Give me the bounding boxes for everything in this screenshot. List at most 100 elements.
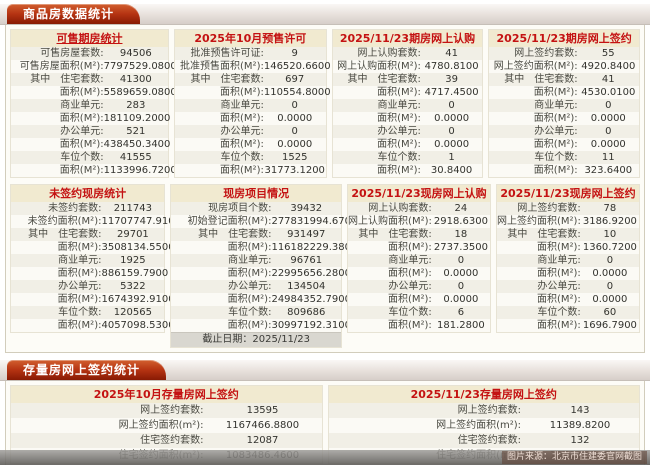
- row-label: 网上签约面积(M²):: [497, 216, 581, 227]
- data-row: 面积(M²): 30997192.3100: [171, 319, 351, 332]
- data-row: 面积(M²): 1674392.9100: [11, 293, 175, 306]
- row-label: 商业单元:: [388, 255, 432, 266]
- row-value: 931497: [287, 229, 326, 240]
- row-label: 车位个数:: [58, 307, 102, 318]
- row-value: 1674392.9100: [101, 294, 175, 305]
- row-value: 116182229.3800: [271, 242, 358, 253]
- panel-rows: 网上签约套数: 55 网上签约面积(M²): 4920.8400 其中 住宅套数: 41 面…: [489, 47, 639, 177]
- row-label: 面积(M²):: [533, 87, 578, 98]
- panel-presale-online-contract: 2025/11/23期房网上签约 网上签约套数: 55 网上签约面积(M²): 492…: [488, 29, 640, 178]
- data-row: 网上签约面积(M²): 4920.8400: [489, 60, 639, 73]
- row-value: 18: [454, 229, 468, 240]
- row-value: 181.2800: [437, 320, 485, 331]
- row-value: 11: [601, 152, 615, 163]
- row-value: 0.0000: [592, 294, 628, 305]
- data-row: 面积(M²): 1133996.7200: [11, 164, 177, 177]
- panel-rows: 网上签约套数: 78 网上签约面积(M²): 3186.9200 其中 住宅套数: 10 面…: [497, 202, 639, 332]
- row-label: 住宅签约套数:: [457, 435, 521, 446]
- data-row: 办公单元: 0: [348, 280, 491, 293]
- data-row: 面积(M²): 4717.4500: [332, 86, 483, 99]
- row-label: 面积(M²):: [59, 87, 104, 98]
- row-value: 41: [445, 48, 458, 59]
- row-label: 面积(M²):: [57, 268, 102, 279]
- row-label: 车位个数:: [377, 152, 421, 163]
- row-label: 面积(M²):: [533, 165, 578, 176]
- row-label: 办公单元:: [60, 126, 104, 137]
- data-row: 车位个数: 809686: [171, 306, 342, 319]
- data-row: 网上认购套数: 41: [332, 47, 483, 60]
- data-row: 网上认购套数: 24: [348, 202, 491, 215]
- row-label: 办公单元:: [377, 126, 421, 137]
- data-row: 面积(M²): 22995656.2800: [171, 267, 351, 280]
- row-value: 134504: [287, 281, 326, 292]
- data-row: 面积(M²): 323.6400: [489, 164, 639, 177]
- row-label: 未签约套数:: [48, 203, 102, 214]
- data-row: 办公单元: 521: [11, 125, 168, 138]
- row-label: 车位个数:: [537, 307, 581, 318]
- row-label: 办公单元:: [228, 281, 272, 292]
- panel-existing-projects: 现房项目情况 现房项目个数: 39432 初始登记面积(M²): 277831994.…: [170, 184, 358, 348]
- row-label: 面积(M²):: [377, 87, 421, 98]
- row-value: 143: [570, 405, 590, 416]
- row-value: 10: [603, 229, 617, 240]
- panel-title-stock-today: 2025/11/23存量房网上签约: [328, 386, 639, 403]
- row-label: 面积(M²):: [536, 268, 581, 279]
- data-row: 车位个数: 1525: [174, 151, 326, 164]
- row-value: 438450.3400: [103, 139, 171, 150]
- row-label: 车位个数:: [220, 152, 264, 163]
- row-label: 其中 住宅套数:: [190, 74, 264, 85]
- data-row: 车位个数: 60: [497, 306, 639, 319]
- row-label: 面积(M²):: [533, 113, 578, 124]
- row-label: 办公单元:: [220, 126, 264, 137]
- row-label: 其中 住宅套数:: [358, 229, 432, 240]
- panel-title-stock-october: 2025年10月存量房网上签约: [11, 386, 322, 403]
- data-row: 其中 住宅套数: 10: [497, 228, 639, 241]
- data-row: 面积(M²): 0.0000: [332, 138, 483, 151]
- row-value: 39: [445, 74, 458, 85]
- row-value: 29701: [116, 229, 149, 240]
- row-value: 0: [606, 281, 614, 292]
- row-label: 商业单元:: [60, 100, 104, 111]
- row-label: 网上签约面积(M²):: [493, 61, 578, 72]
- panel-rows: 可售房屋套数: 94506 可售房屋面积(M²): 7797529.0800 其中 住宅…: [11, 47, 177, 177]
- row-label: 面积(M²):: [227, 268, 272, 279]
- data-row: 未签约套数: 211743: [11, 202, 165, 215]
- panel-title-available-presale[interactable]: 可售期房统计: [11, 30, 168, 47]
- bottom-overlay-bar: 图片来源：北京市住建委官网截图: [0, 450, 650, 465]
- row-label: 其中 住宅套数:: [28, 229, 102, 240]
- row-value: 0: [448, 100, 455, 111]
- row-value: 41555: [119, 152, 152, 163]
- row-label: 面积(M²):: [377, 139, 421, 150]
- row-label: 批准预售许可证:: [190, 48, 264, 59]
- row-label: 面积(M²):: [57, 320, 102, 331]
- row-label: 面积(M²):: [227, 294, 272, 305]
- row-label: 办公单元:: [534, 126, 578, 137]
- row-value: 13595: [246, 405, 279, 416]
- panel-rows: 现房项目个数: 39432 初始登记面积(M²): 277831994.6700 其中 …: [171, 202, 358, 332]
- row-value: 94506: [119, 48, 152, 59]
- panel-rows: 网上认购套数: 41 网上认购面积(M²): 4780.8100 其中 住宅套数: 39 面…: [332, 47, 483, 177]
- data-row: 面积(M²): 438450.3400: [11, 138, 171, 151]
- row-label: 网上签约套数:: [517, 203, 581, 214]
- row-label: 可售房屋面积(M²):: [19, 61, 104, 72]
- data-row: 面积(M²): 3508134.5500: [11, 241, 175, 254]
- row-value: 146520.6600: [263, 61, 331, 72]
- row-value: 697: [285, 74, 305, 85]
- data-row: 其中 住宅套数: 697: [174, 73, 326, 86]
- row-value: 41: [601, 74, 615, 85]
- data-row: 办公单元: 134504: [171, 280, 342, 293]
- row-value: 277831994.6700: [271, 216, 358, 227]
- data-row: 批准预售许可证: 9: [174, 47, 326, 60]
- row-value: 521: [126, 126, 146, 137]
- row-value: 5322: [120, 281, 146, 292]
- data-row: 网上签约面积(m²): 11389.8200: [328, 418, 639, 433]
- row-value: 0.0000: [443, 268, 479, 279]
- data-row: 车位个数: 1: [332, 151, 483, 164]
- row-label: 面积(M²):: [57, 242, 102, 253]
- row-value: 120565: [113, 307, 152, 318]
- row-value: 323.6400: [584, 165, 633, 176]
- data-row: 住宅签约套数: 12087: [11, 433, 322, 448]
- commercial-housing-tabbar: 商品房数据统计: [0, 4, 650, 25]
- row-label: 网上认购面积(M²):: [337, 61, 421, 72]
